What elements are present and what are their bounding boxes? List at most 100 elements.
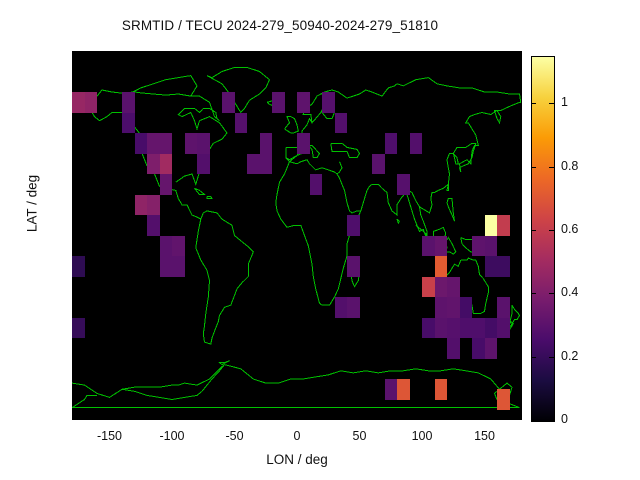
x-tick-label: 50	[352, 429, 367, 443]
heatmap-cell	[184, 133, 197, 154]
heatmap-cell	[334, 112, 347, 133]
coastline-path	[446, 198, 455, 222]
heatmap-cell	[159, 153, 172, 174]
heatmap-cell	[159, 133, 172, 154]
heatmap-cell	[409, 133, 422, 154]
heatmap-cell	[147, 153, 160, 174]
colorbar-tick-label: 0	[561, 412, 568, 426]
heatmap-cell	[434, 317, 447, 338]
heatmap-cell	[347, 256, 360, 277]
coastline-path	[86, 75, 198, 102]
heatmap-cell	[147, 215, 160, 236]
heatmap-cell	[72, 92, 85, 113]
heatmap-cell	[472, 235, 485, 256]
heatmap-cell	[384, 133, 397, 154]
colorbar-tick	[531, 103, 536, 105]
coastline-path	[194, 187, 206, 195]
colorbar-gradient	[532, 57, 554, 421]
heatmap-cell	[159, 256, 172, 277]
coastline-path	[330, 142, 361, 159]
heatmap-cell	[447, 338, 460, 359]
colorbar-tick-label: 1	[561, 95, 568, 110]
coastline-path	[206, 66, 271, 114]
coastline-path	[206, 196, 213, 200]
heatmap-cell	[72, 317, 85, 338]
heatmap-cell	[234, 112, 247, 133]
heatmap-cell	[434, 379, 447, 400]
heatmap-cell	[122, 92, 135, 113]
colorbar-tick	[549, 166, 554, 168]
heatmap-cell	[484, 256, 497, 277]
page-title: SRMTID / TECU 2024-279_50940-2024-279_51…	[121, 18, 439, 33]
coastline-path	[72, 364, 225, 401]
heatmap-cell	[484, 317, 497, 338]
heatmap-cell	[459, 317, 472, 338]
heatmap-cell	[484, 215, 497, 236]
heatmap-cell	[322, 92, 335, 113]
heatmap-cell	[297, 133, 310, 154]
coastline-path	[301, 77, 522, 148]
x-tick-label: -150	[96, 429, 123, 443]
heatmap-cell	[134, 133, 147, 154]
coastline-path	[446, 184, 449, 191]
colorbar-tick	[531, 420, 536, 421]
coastline-map	[72, 66, 522, 409]
heatmap-cell	[84, 92, 97, 113]
heatmap-cell	[197, 153, 210, 174]
heatmap-cell	[122, 112, 135, 133]
heatmap-cell	[272, 92, 285, 113]
heatmap-cell	[422, 235, 435, 256]
heatmap-cell	[147, 133, 160, 154]
x-tick-label: 100	[411, 429, 433, 443]
heatmap-cell	[397, 379, 410, 400]
x-tick-label: 0	[293, 429, 301, 443]
heatmap-cell	[247, 153, 260, 174]
heatmap-cells	[72, 51, 522, 420]
coastline-path	[285, 144, 321, 163]
heatmap-cell	[147, 194, 160, 215]
heatmap-cell	[447, 317, 460, 338]
heatmap-cell	[384, 379, 397, 400]
coastline-path	[419, 101, 521, 214]
colorbar-tick-label: 0.6	[561, 222, 579, 237]
heatmap-cell	[484, 235, 497, 256]
colorbar-tick-label: 0.8	[561, 158, 579, 173]
heatmap-cell	[434, 235, 447, 256]
heatmap-cell	[397, 174, 410, 195]
heatmap-cell	[497, 389, 510, 410]
coastline-path	[360, 183, 428, 240]
colorbar-tick	[549, 420, 554, 421]
heatmap-cell	[222, 92, 235, 113]
coastline-path	[218, 360, 230, 366]
heatmap-cell	[434, 297, 447, 318]
heatmap-cell	[309, 174, 322, 195]
x-tick-label: -100	[159, 429, 185, 443]
heatmap-cell	[197, 133, 210, 154]
heatmap-cell	[497, 215, 510, 236]
colorbar-tick	[549, 293, 554, 295]
heatmap-cell	[334, 297, 347, 318]
coastline-path	[72, 394, 97, 409]
heatmap-cell	[259, 153, 272, 174]
heatmap-cell	[297, 92, 310, 113]
heatmap-cell	[434, 276, 447, 297]
x-axis-title: LON / deg	[266, 452, 328, 467]
colorbar-tick	[531, 166, 536, 168]
colorbar-tick	[531, 356, 536, 358]
coastline-path	[72, 364, 520, 409]
heatmap-cell	[422, 276, 435, 297]
map-plot-area	[72, 51, 522, 420]
heatmap-cell	[172, 256, 185, 277]
coastline-path	[289, 159, 343, 175]
heatmap-cell	[497, 256, 510, 277]
colorbar-tick-label: 0.2	[561, 348, 579, 363]
heatmap-cell	[459, 297, 472, 318]
coastline-path	[396, 218, 401, 225]
heatmap-cell	[159, 235, 172, 256]
colorbar-tick-label: 0.4	[561, 285, 579, 300]
heatmap-cell	[259, 133, 272, 154]
heatmap-cell	[447, 297, 460, 318]
heatmap-cell	[434, 256, 447, 277]
